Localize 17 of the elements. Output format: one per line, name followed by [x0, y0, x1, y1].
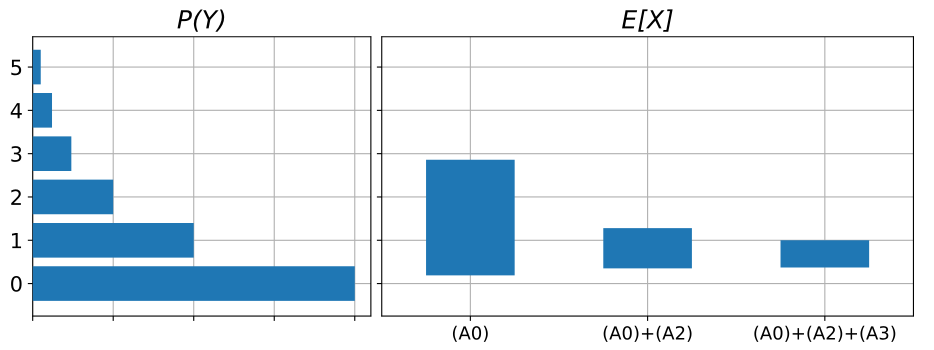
- y-tick-label: 4: [10, 103, 22, 118]
- bar: [32, 136, 72, 171]
- x-tick-label: (A0): [452, 326, 488, 342]
- y-tick-label: 0: [11, 276, 22, 292]
- bar: [32, 180, 114, 214]
- bar: [32, 222, 194, 258]
- bar: [32, 266, 355, 301]
- x-tick-label: (A0)+(A2): [604, 326, 692, 342]
- bar: [32, 50, 41, 84]
- bar: [32, 93, 52, 128]
- x-tick-label: (A0)+(A2)+(A3): [754, 326, 896, 342]
- y-tick-label: 2: [11, 189, 21, 205]
- chart-title: P(Y): [178, 9, 224, 32]
- y-tick-label: 5: [11, 60, 22, 76]
- chart-title: E[X]: [622, 9, 673, 32]
- y-tick-label: 3: [11, 146, 22, 162]
- y-tick-label: 1: [12, 232, 22, 248]
